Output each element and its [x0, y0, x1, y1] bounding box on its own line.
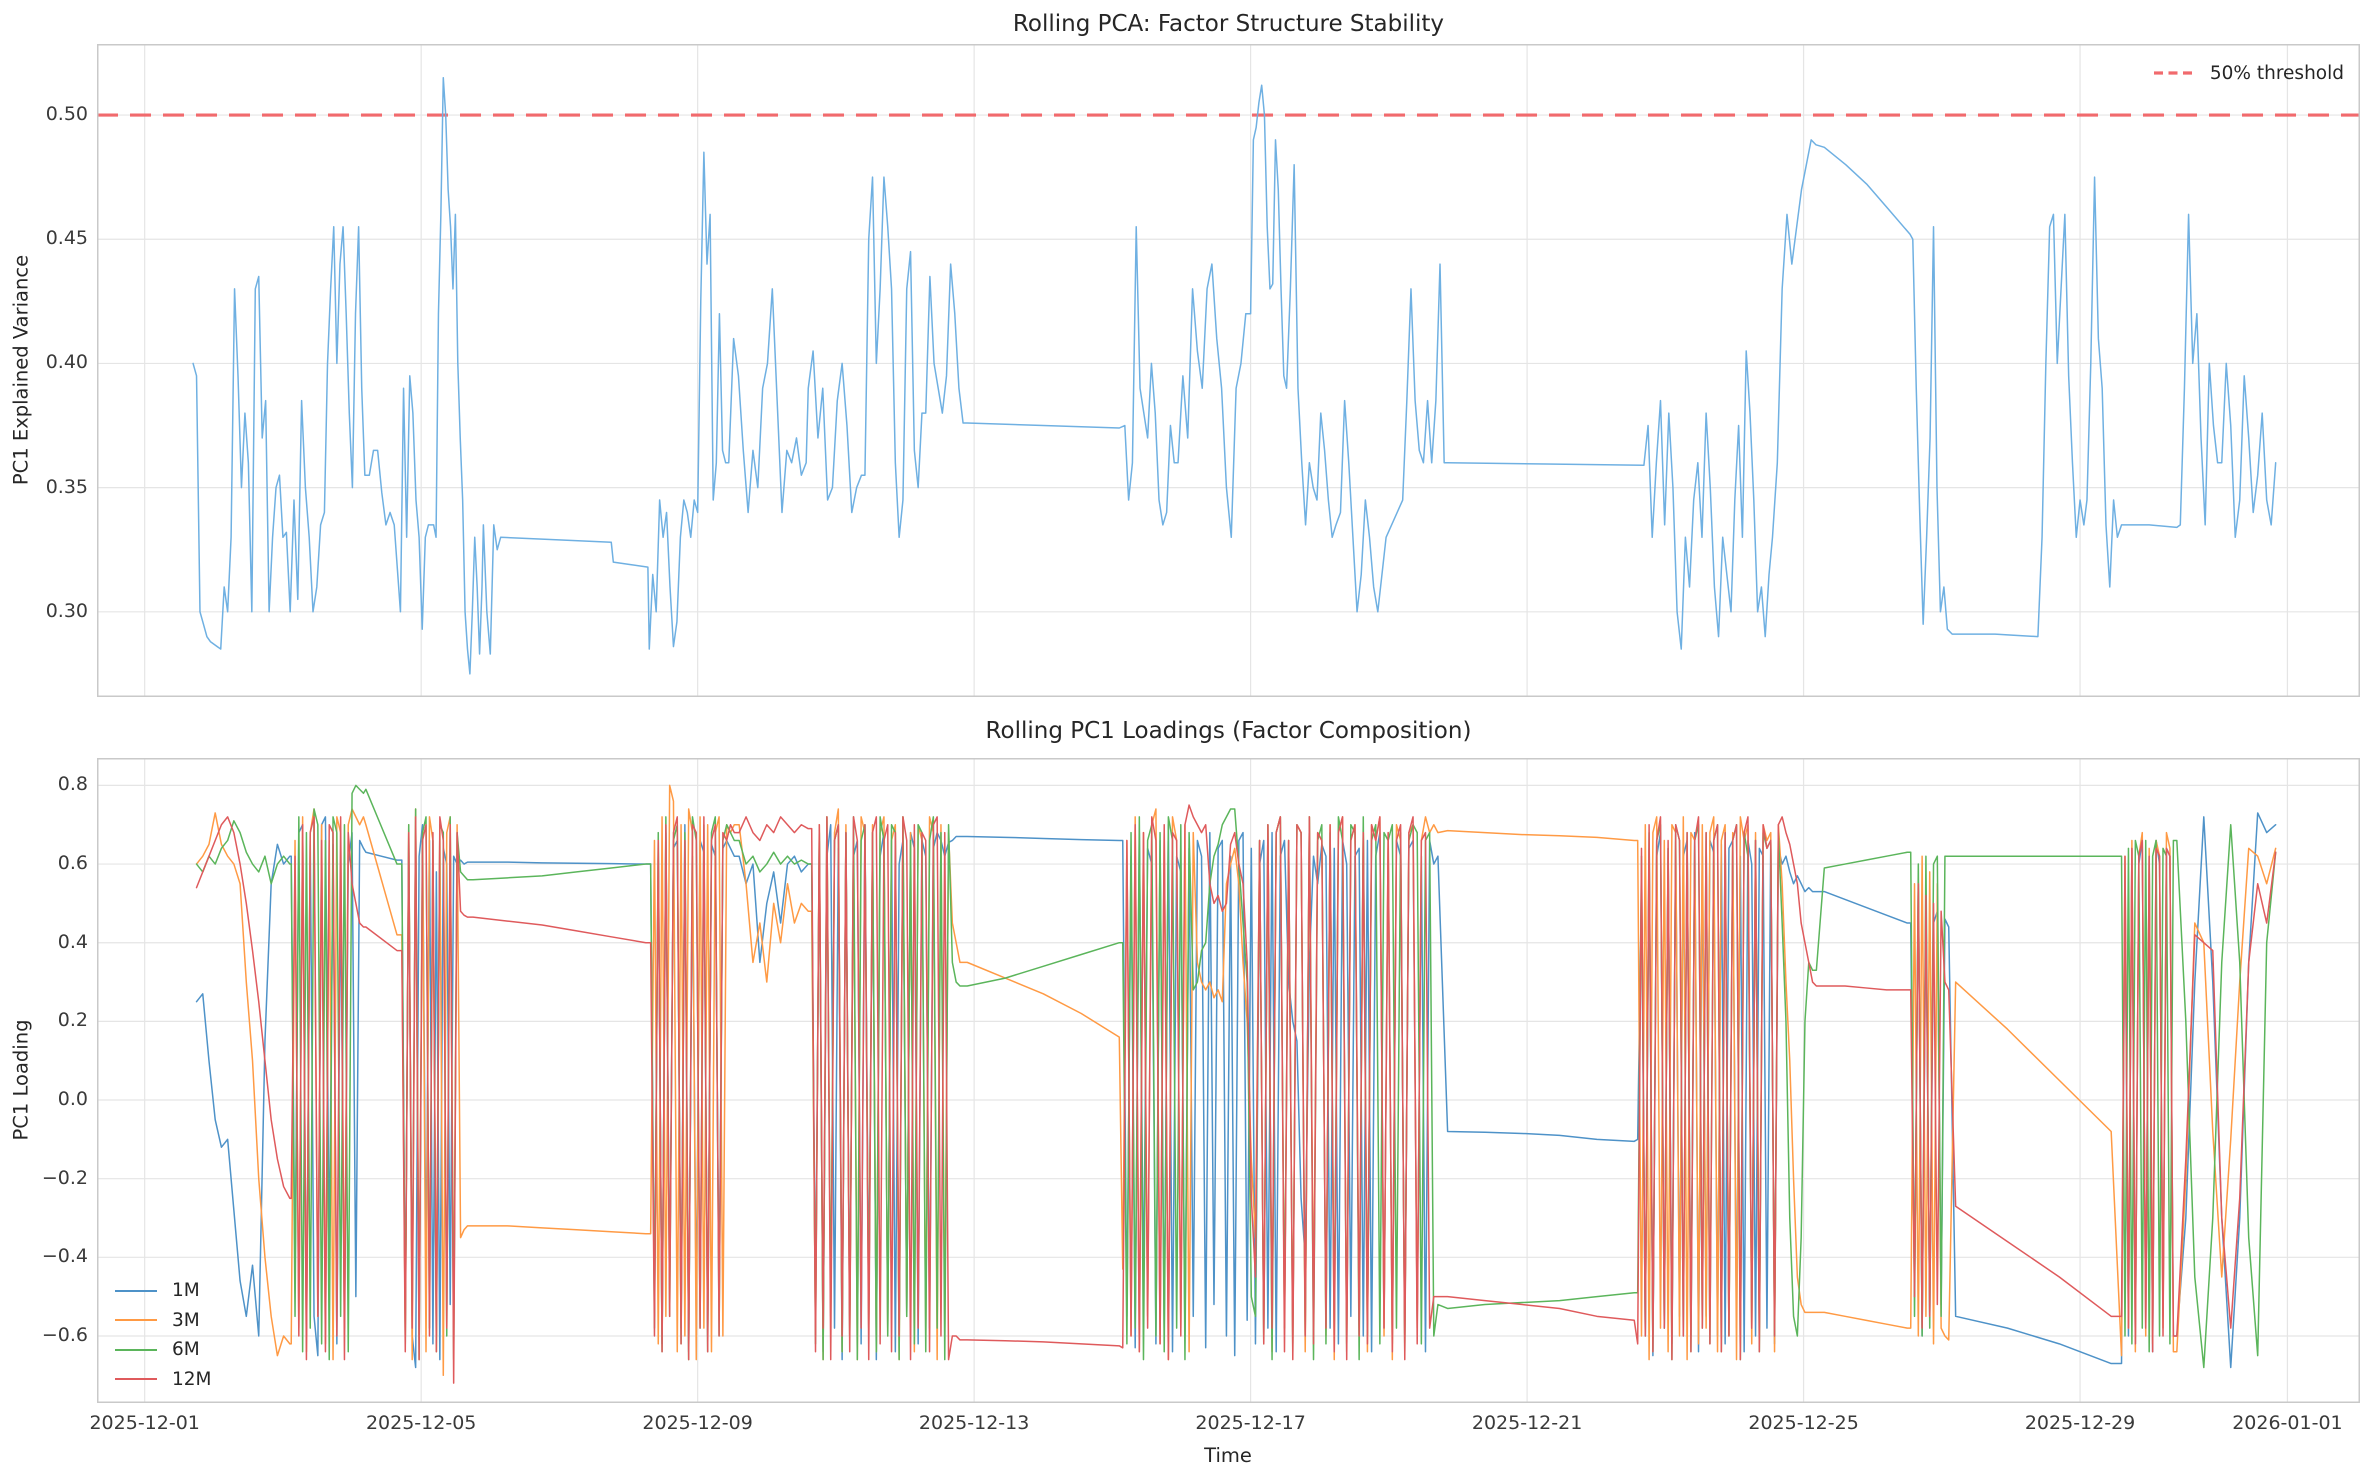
x-tick-label: 2025-12-13: [918, 1412, 1030, 1434]
y-tick-label: 0.30: [45, 599, 88, 622]
top-chart-title: Rolling PCA: Factor Structure Stability: [1012, 11, 1445, 37]
threshold-legend: 50% threshold: [2153, 60, 2344, 86]
series-line-pc1-explained-variance: [192, 77, 2277, 675]
x-tick-label: 2025-12-21: [1471, 1412, 1583, 1434]
y-tick-label: 0.0: [57, 1088, 88, 1111]
axes-spine: [97, 44, 2360, 697]
x-tick-label: 2025-12-09: [642, 1412, 753, 1434]
series-line-12m: [195, 804, 2277, 1384]
legend-label-1m: 1M: [172, 1280, 200, 1302]
legend-swatch-6m-icon: [115, 1348, 157, 1351]
y-tick-label: 0.6: [57, 852, 88, 875]
y-tick-label: 0.4: [57, 930, 88, 953]
bottom-chart-canvas: [97, 758, 2360, 1403]
x-tick-label: 2025-12-25: [1748, 1412, 1859, 1434]
series-line-3m: [195, 784, 2277, 1377]
legend-label-3m: 3M: [172, 1309, 200, 1331]
y-tick-label: −0.6: [41, 1323, 88, 1346]
legend-swatch-3m-icon: [115, 1319, 157, 1322]
y-tick-label: 0.40: [45, 351, 88, 374]
legend-swatch-1m-icon: [115, 1289, 157, 1292]
threshold-legend-dash-icon: [2153, 71, 2196, 75]
legend-label-6m: 6M: [172, 1339, 200, 1361]
x-tick-label: 2025-12-17: [1195, 1412, 1306, 1434]
y-tick-label: −0.4: [41, 1245, 88, 1268]
y-tick-label: −0.2: [41, 1166, 88, 1189]
legend-label-12m: 12M: [172, 1368, 212, 1390]
bottom-chart-title: Rolling PC1 Loadings (Factor Composition…: [985, 718, 1472, 744]
series-line-6m: [195, 784, 2277, 1369]
x-tick-label: 2025-12-29: [2024, 1412, 2136, 1434]
loadings-legend: 1M 3M 6M 12M: [115, 1276, 212, 1394]
y-tick-label: 0.50: [45, 103, 88, 126]
legend-swatch-12m-icon: [115, 1378, 157, 1381]
x-axis-label: Time: [1204, 1444, 1252, 1467]
top-chart-plot-area: [97, 44, 2360, 697]
legend-item-6m: 6M: [115, 1335, 212, 1365]
y-tick-label: 0.35: [45, 475, 88, 498]
legend-item-12m: 12M: [115, 1365, 212, 1395]
y-tick-label: 0.2: [57, 1009, 88, 1032]
x-tick-label: 2026-01-01: [2232, 1412, 2343, 1434]
legend-item-1m: 1M: [115, 1276, 212, 1306]
x-tick-label: 2025-12-05: [365, 1412, 477, 1434]
bottom-y-axis-label: PC1 Loading: [9, 1019, 33, 1141]
y-tick-label: 0.8: [57, 773, 88, 796]
x-tick-label: 2025-12-01: [89, 1412, 200, 1434]
top-chart-canvas: [97, 44, 2360, 697]
series-line-1m: [195, 812, 2277, 1369]
axes-spine: [97, 758, 2360, 1403]
y-tick-label: 0.45: [45, 227, 88, 250]
threshold-legend-label: 50% threshold: [2209, 62, 2344, 84]
legend-item-3m: 3M: [115, 1306, 212, 1336]
bottom-chart-plot-area: [97, 758, 2360, 1403]
